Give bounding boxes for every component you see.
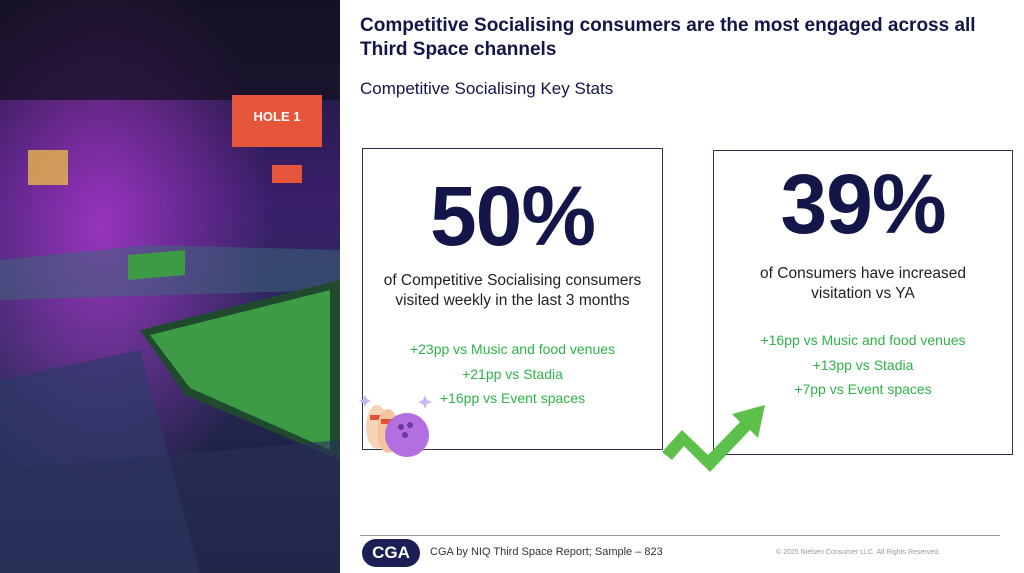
title: Competitive Socialising consumers are th… — [360, 15, 976, 60]
comparison: +7pp vs Event spaces — [794, 381, 932, 397]
stat-card: 39% of Consumers have increased visitati… — [713, 150, 1013, 455]
stat: 50% — [429, 169, 596, 263]
comparison: +21pp vs Stadia — [462, 365, 563, 382]
subtitle: Competitive Socialising Key Stats — [360, 79, 614, 98]
arrow-icon — [662, 405, 765, 472]
copyright: © 2025 Nielsen Consumer LLC. All Rights … — [776, 549, 940, 556]
comparison: +16pp vs Event spaces — [439, 390, 586, 406]
logo: CGA — [362, 539, 420, 567]
photo: HOLE 1 — [0, 0, 340, 573]
comparison: +23pp vs Music and food venues — [409, 341, 616, 357]
comparisons: +23pp vs Music and food venues +21pp vs … — [363, 337, 662, 411]
comparisons: +16pp vs Music and food venues +13pp vs … — [714, 328, 1012, 402]
sign-text: HOLE 1 — [254, 109, 301, 124]
stat: 39% — [780, 157, 946, 251]
bowling-icon — [359, 395, 432, 457]
stat-card: 50% of Competitive Socialising consumers… — [362, 148, 663, 450]
divider — [360, 535, 1000, 536]
comparison: +13pp vs Stadia — [812, 356, 914, 373]
description: of Competitive Socialising consumers vis… — [383, 272, 642, 309]
description: of Consumers have increased visitation v… — [760, 265, 966, 302]
source: CGA by NIQ Third Space Report; Sample – … — [430, 546, 663, 558]
comparison: +16pp vs Music and food venues — [760, 332, 966, 348]
